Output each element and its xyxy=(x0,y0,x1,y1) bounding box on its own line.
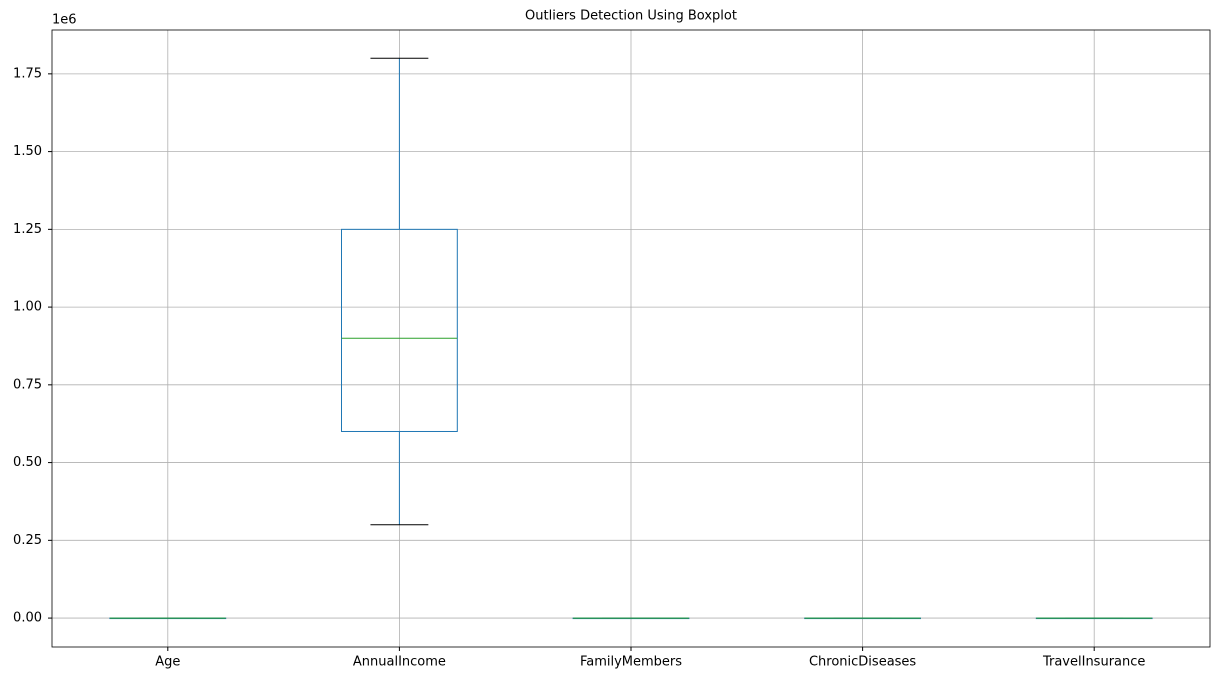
x-tick-label: FamilyMembers xyxy=(580,655,682,670)
y-tick-label: 1.00 xyxy=(13,300,42,315)
x-tick-label: TravelInsurance xyxy=(1042,655,1145,670)
box xyxy=(341,228,458,432)
y-tick-label: 0.00 xyxy=(13,611,42,626)
y-tick-label: 1.75 xyxy=(13,66,42,81)
y-tick-label: 0.75 xyxy=(13,377,42,392)
chart-title: Outliers Detection Using Boxplot xyxy=(525,9,737,24)
y-tick-label: 1.25 xyxy=(13,222,42,237)
y-tick-label: 1.50 xyxy=(13,144,42,159)
y-tick-label: 0.25 xyxy=(13,533,42,548)
y-tick-label: 0.50 xyxy=(13,455,42,470)
x-tick-label: Age xyxy=(155,655,180,670)
x-tick-label: AnnualIncome xyxy=(353,655,446,670)
axis-offset-label: 1e6 xyxy=(52,13,77,28)
x-tick-label: ChronicDiseases xyxy=(809,655,916,670)
plot-frame xyxy=(51,29,1211,648)
